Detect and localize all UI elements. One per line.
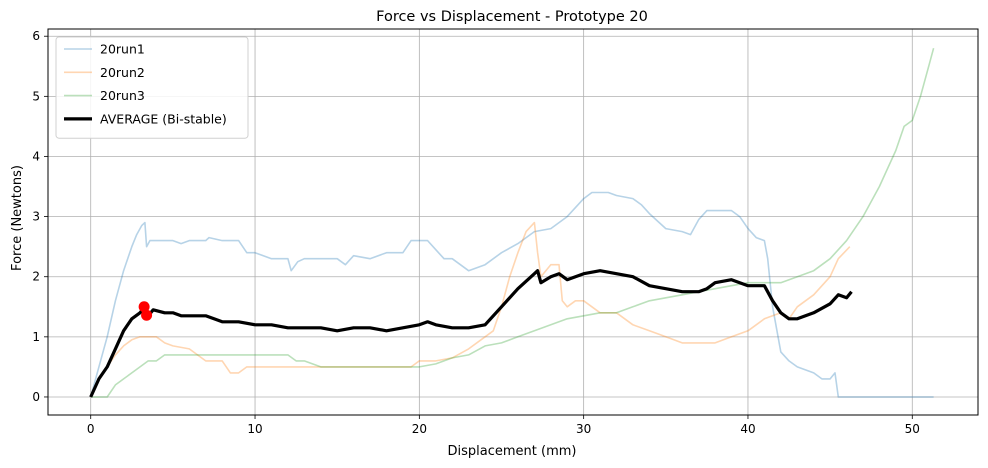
- chart-title: Force vs Displacement - Prototype 20: [376, 9, 648, 25]
- series-line-4: [89, 269, 853, 398]
- marker-point: [138, 301, 150, 313]
- legend: 20run1 20run2 20run3 AVERAGE (Bi-stable): [55, 36, 249, 139]
- x-tick-label: 40: [740, 422, 755, 436]
- series-line-1: [89, 191, 934, 398]
- y-tick-label: 6: [32, 29, 40, 43]
- series-group: [89, 47, 935, 398]
- x-tick-label: 10: [247, 422, 262, 436]
- plot-frame: [47, 28, 979, 416]
- series-line-3: [90, 47, 935, 398]
- y-tick-label: 3: [32, 210, 40, 224]
- x-axis-label: Displacement (mm): [448, 444, 577, 459]
- y-tick-label: 0: [32, 390, 40, 404]
- x-tick-label: 0: [87, 422, 95, 436]
- y-tick-label: 4: [32, 149, 40, 163]
- marker-group: [138, 301, 153, 321]
- marker-point: [141, 309, 153, 321]
- legend-label: AVERAGE (Bi-stable): [100, 111, 227, 126]
- legend-label: 20run2: [100, 65, 145, 80]
- y-tick-label: 1: [32, 330, 40, 344]
- x-axis-ticks: 0 10 20 30 40 50: [87, 415, 920, 436]
- y-tick-label: 2: [32, 270, 40, 284]
- y-tick-label: 5: [32, 89, 40, 103]
- x-tick-label: 30: [576, 422, 591, 436]
- x-tick-label: 20: [412, 422, 427, 436]
- series-line-2: [89, 221, 851, 398]
- legend-label: 20run1: [100, 42, 145, 57]
- legend-box: [55, 36, 249, 139]
- y-axis-label: Force (Newtons): [10, 165, 25, 271]
- legend-label: 20run3: [100, 88, 145, 103]
- y-axis-ticks: 0 1 2 3 4 5 6: [32, 29, 48, 404]
- x-tick-label: 50: [905, 422, 920, 436]
